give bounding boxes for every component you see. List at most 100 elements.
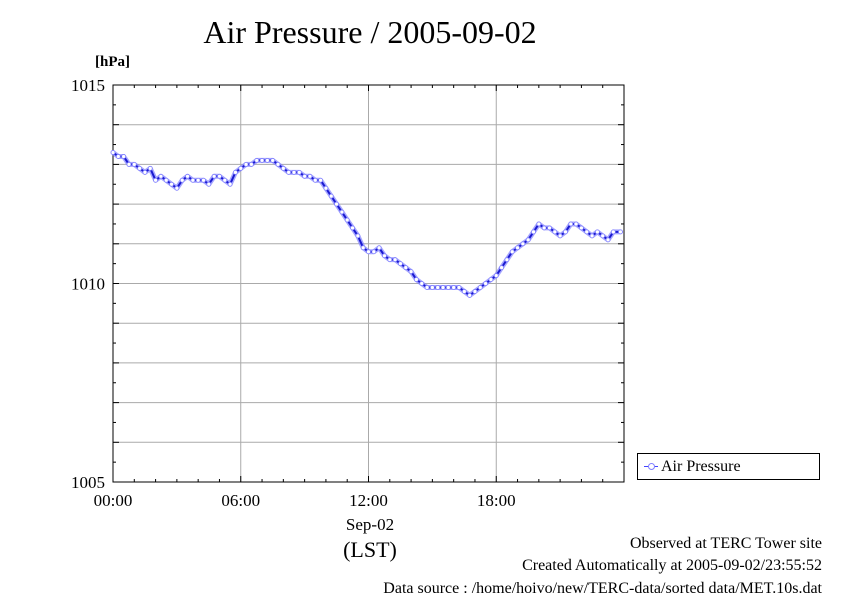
data-point <box>131 161 137 167</box>
data-point <box>355 233 361 239</box>
x-tick-label: 06:00 <box>221 491 260 510</box>
data-point <box>472 289 478 294</box>
data-point <box>217 173 222 179</box>
data-point <box>594 229 600 235</box>
y-tick-label: 1015 <box>71 76 105 95</box>
data-point <box>286 169 292 175</box>
series-line <box>112 151 621 297</box>
data-point <box>493 273 499 278</box>
x-tick-label: 18:00 <box>477 491 516 510</box>
data-point <box>392 257 398 263</box>
data-point <box>238 165 244 171</box>
data-point <box>605 237 611 243</box>
data-point <box>456 285 462 290</box>
data-point <box>195 177 201 183</box>
data-point <box>190 177 196 183</box>
data-point <box>169 181 174 187</box>
data-point <box>243 161 249 167</box>
data-point <box>557 233 563 239</box>
data-point <box>323 185 329 191</box>
data-point <box>451 285 457 290</box>
data-point <box>520 241 526 247</box>
data-point <box>110 150 116 155</box>
data-point <box>435 285 441 290</box>
data-point <box>552 229 558 235</box>
data-point <box>227 181 233 187</box>
data-point <box>211 173 217 179</box>
data-point <box>525 237 531 243</box>
data-point <box>153 177 158 183</box>
data-point <box>403 265 409 271</box>
data-point <box>408 269 414 274</box>
data-point <box>334 201 339 207</box>
data-point <box>307 173 313 179</box>
data-point <box>339 209 345 215</box>
data-point <box>547 225 552 231</box>
data-point <box>259 158 265 163</box>
data-point <box>275 161 281 167</box>
data-point <box>568 221 574 227</box>
legend-marker-swatch <box>648 463 655 470</box>
data-point <box>302 173 308 179</box>
series-line-halo <box>110 149 623 298</box>
data-point <box>142 169 148 175</box>
footer-created-note: Created Automatically at 2005-09-02/23:5… <box>522 557 822 574</box>
y-axis-unit-label: [hPa] <box>95 54 130 70</box>
data-point <box>589 233 595 239</box>
chart-title: Air Pressure / 2005-09-02 <box>203 14 537 50</box>
footer-data-source: Data source : /home/hoivo/new/TERC-data/… <box>383 580 822 597</box>
data-point <box>360 245 366 251</box>
data-point <box>376 245 382 251</box>
data-point <box>179 177 185 183</box>
data-point <box>429 285 435 290</box>
data-point <box>541 225 547 231</box>
data-point <box>414 277 419 282</box>
data-point <box>600 233 606 239</box>
data-point <box>610 229 616 235</box>
data-point <box>483 281 489 286</box>
data-point <box>419 281 425 286</box>
data-point <box>344 217 350 223</box>
data-point <box>488 277 494 282</box>
legend-label: Air Pressure <box>661 458 741 475</box>
data-point <box>515 245 520 251</box>
data-point <box>387 257 393 263</box>
data-point <box>445 285 451 290</box>
data-point <box>280 165 286 171</box>
data-point <box>350 225 355 231</box>
data-point <box>573 221 579 227</box>
data-point <box>206 181 212 187</box>
data-point <box>163 177 169 183</box>
data-point <box>584 229 590 235</box>
data-point <box>328 193 334 199</box>
data-point <box>504 257 510 263</box>
data-point <box>270 158 276 163</box>
data-point <box>222 177 228 183</box>
data-point <box>147 165 153 171</box>
data-point <box>424 285 430 290</box>
footer-observed-note: Observed at TERC Tower site <box>629 535 822 552</box>
data-point <box>201 177 206 183</box>
x-tick-label: 12:00 <box>349 491 388 510</box>
y-tick-label: 1010 <box>71 275 105 294</box>
data-point <box>366 249 371 255</box>
data-point <box>563 229 568 235</box>
data-point <box>618 229 623 235</box>
chart-legend: Air Pressure <box>637 453 820 480</box>
data-point <box>318 177 323 183</box>
data-point <box>477 285 483 290</box>
x-tick-label: 00:00 <box>94 491 133 510</box>
data-point <box>312 177 318 183</box>
data-point <box>174 185 180 191</box>
data-point <box>440 285 446 290</box>
data-point <box>296 169 302 175</box>
data-point <box>185 173 190 179</box>
data-point <box>382 253 387 259</box>
data-point <box>254 158 260 163</box>
data-point <box>291 169 297 175</box>
data-point <box>126 161 132 167</box>
data-point <box>509 249 515 255</box>
data-point <box>115 154 121 159</box>
data-point <box>233 169 238 175</box>
